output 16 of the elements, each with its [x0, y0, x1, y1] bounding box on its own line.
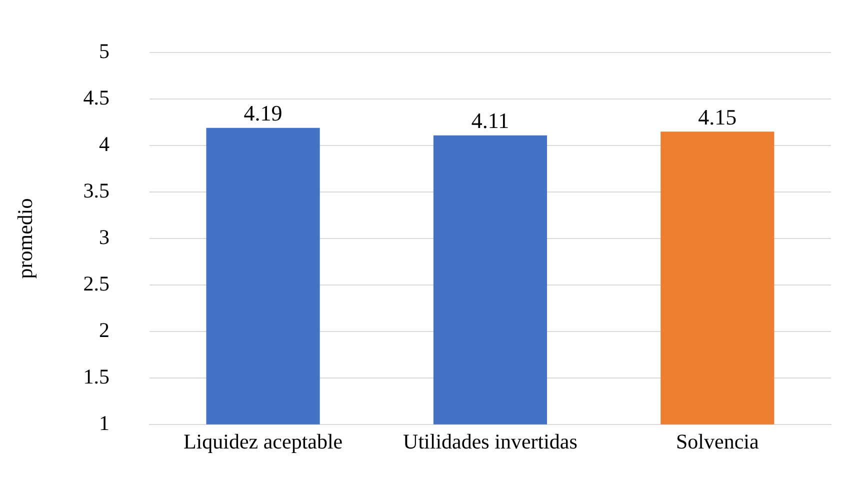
y-tick-label: 3.5 — [83, 178, 110, 203]
y-tick-label: 3 — [98, 225, 110, 250]
data-label: 4.11 — [471, 108, 510, 134]
y-tick-label: 4 — [98, 132, 110, 156]
y-tick-label: 2 — [98, 318, 110, 342]
y-tick-label: 1 — [98, 410, 110, 435]
y-tick-label: 2.5 — [83, 271, 110, 296]
y-tick-label: 1.5 — [83, 364, 110, 388]
x-tick-label: Utilidades invertidas — [403, 430, 578, 454]
x-tick-label: Liquidez aceptable — [183, 430, 343, 454]
data-label: 4.15 — [698, 104, 737, 130]
y-tick-label: 5 — [98, 39, 110, 64]
y-axis-title: promedio — [13, 198, 38, 279]
data-label: 4.19 — [244, 100, 282, 126]
y-tick-label: 4.5 — [83, 86, 110, 110]
x-tick-label: Solvencia — [676, 430, 760, 454]
